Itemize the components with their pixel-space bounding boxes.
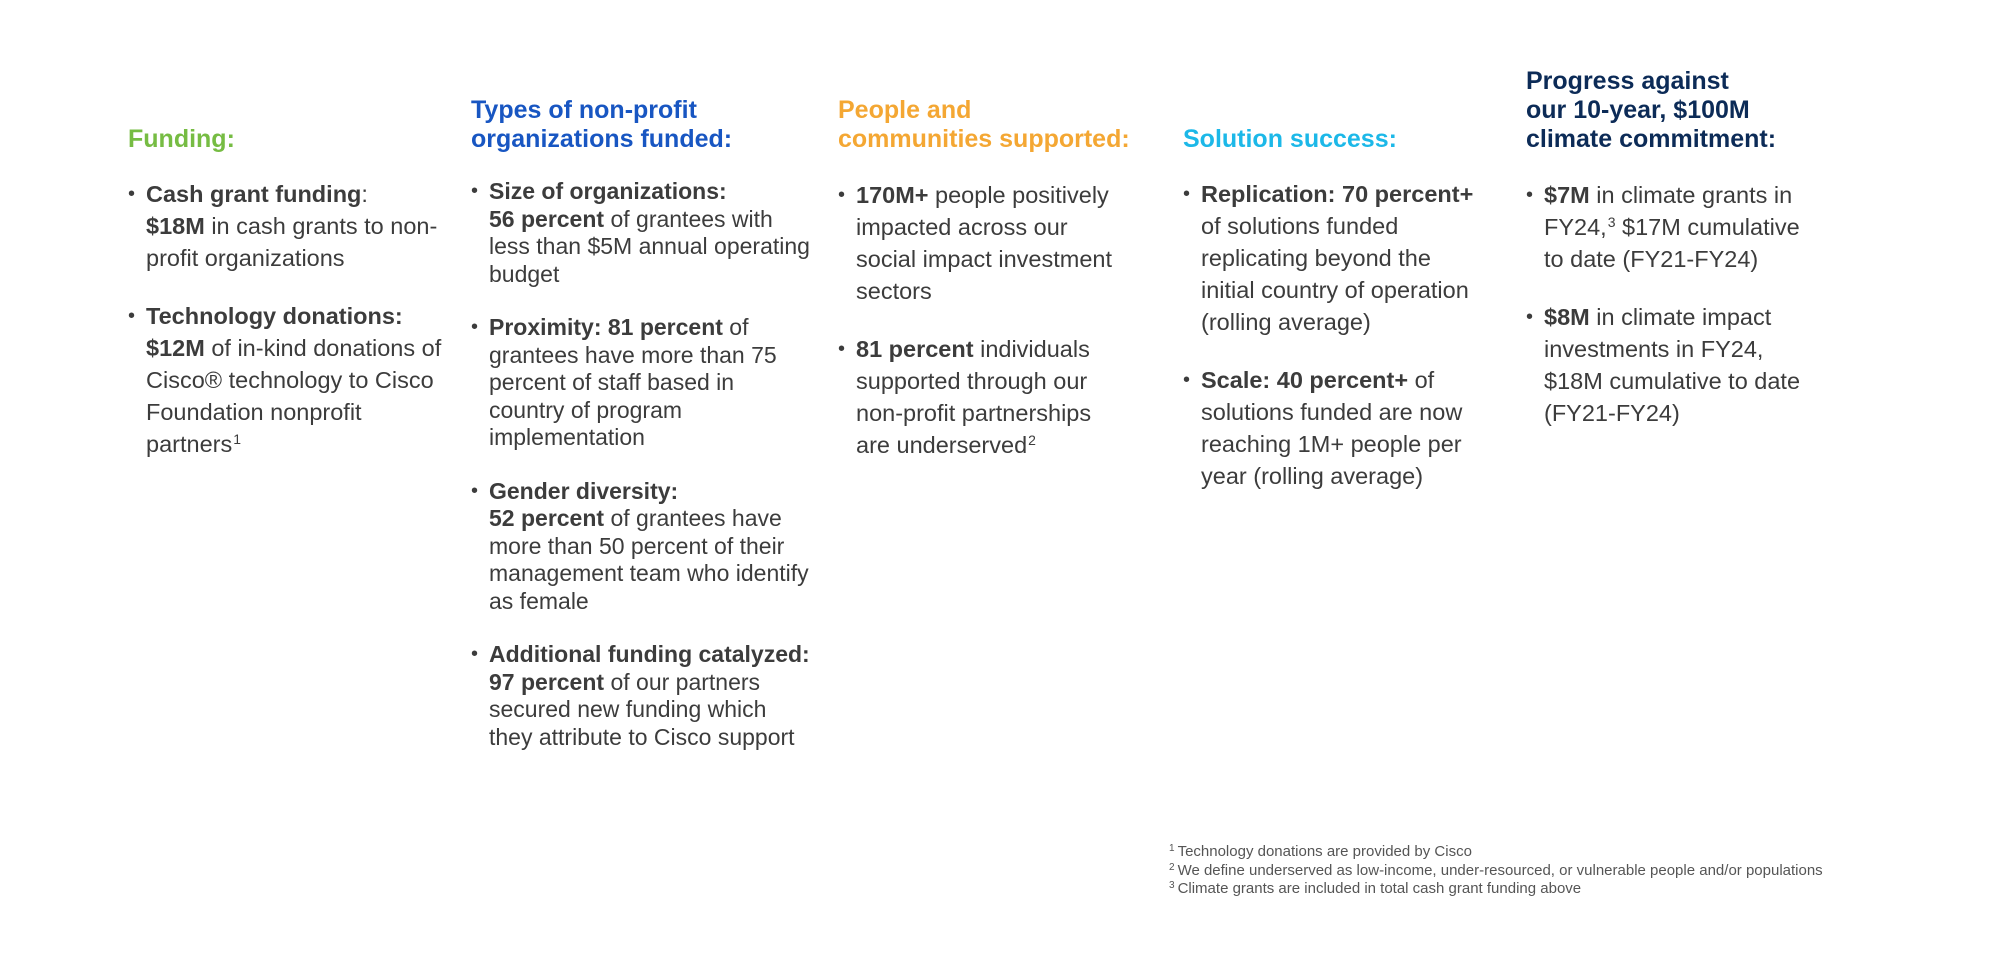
- people-title-line2: communities supported:: [838, 125, 1130, 153]
- item-text-continued: $17M cumulative to date (FY21-FY24): [1544, 214, 1800, 272]
- item-heading: Size of organizations:: [489, 178, 727, 204]
- solution-list: • Replication: 70 percent+ of solutions …: [1183, 178, 1485, 492]
- footnotes: 1 Technology donations are provided by Ci…: [1169, 843, 1823, 899]
- footnote-ref-2: 2: [1028, 432, 1036, 448]
- types-title-line1: Types of non-profit: [471, 96, 697, 124]
- item-text: of grantees have more than 75 percent of…: [489, 314, 777, 450]
- types-title-line2: organizations funded:: [471, 125, 733, 153]
- people-list: • 170M+ people positively impacted acros…: [838, 179, 1128, 461]
- types-item-additional-funding: • Additional funding catalyzed: 97 perce…: [471, 641, 811, 751]
- item-heading: Replication: 70 percent+: [1201, 181, 1474, 207]
- item-stat: $8M: [1544, 304, 1590, 330]
- bullet: •: [128, 305, 136, 327]
- item-heading: Technology donations:: [146, 303, 403, 329]
- item-heading: Scale: 40 percent+: [1201, 367, 1409, 393]
- footnote-text: We define underserved as low-income, und…: [1177, 861, 1823, 879]
- item-text: of in-kind donations of Cisco® technolog…: [146, 335, 442, 457]
- item-text: of grantees with less than $5M annual op…: [489, 205, 810, 287]
- item-stat: 170M+: [856, 182, 929, 208]
- item-stat: 81 percent: [856, 336, 974, 362]
- item-amount: $12M: [146, 335, 205, 361]
- item-text: of grantees have more than 50 percent of…: [489, 505, 809, 614]
- bullet: •: [838, 184, 846, 206]
- types-list: • Size of organizations: 56 percent of g…: [471, 178, 811, 751]
- bullet: •: [838, 338, 846, 360]
- funding-item-technology-donations: • Technology donations: $12M of in-kind …: [128, 300, 453, 460]
- footnote-2: 2 We define underserved as low-income, un…: [1169, 862, 1823, 881]
- progress-title-line2: our 10-year, $100M: [1526, 96, 1750, 124]
- progress-list: • $7M in climate grants in FY24,3 $17M c…: [1526, 179, 1816, 429]
- item-stat: 56 percent: [489, 205, 605, 232]
- item-stat: $7M: [1544, 182, 1590, 208]
- bullet: •: [471, 643, 479, 665]
- people-title-line1: People and: [838, 96, 972, 124]
- progress-item-climate-grants: • $7M in climate grants in FY24,3 $17M c…: [1526, 179, 1816, 275]
- solution-title: Solution success:: [1183, 125, 1397, 153]
- bullet: •: [471, 479, 479, 502]
- footnote-ref-1: 1: [233, 431, 242, 447]
- item-stat: 52 percent: [489, 505, 605, 531]
- progress-title-line1: Progress against: [1526, 67, 1729, 95]
- item-heading-colon: :: [361, 181, 368, 207]
- bullet: •: [1526, 184, 1534, 206]
- solution-item-replication: • Replication: 70 percent+ of solutions …: [1183, 178, 1485, 338]
- item-text: of solutions funded are now reaching 1M+…: [1201, 367, 1463, 489]
- footnote-number: 3: [1169, 880, 1175, 891]
- bullet: •: [471, 316, 479, 338]
- bullet: •: [471, 180, 479, 202]
- footnote-text: Climate grants are included in total cas…: [1177, 880, 1582, 897]
- footnote-number: 1: [1169, 843, 1175, 854]
- progress-title-line3: climate commitment:: [1526, 125, 1777, 153]
- footnote-ref-3: 3: [1607, 214, 1616, 230]
- item-heading: Proximity: 81 percent: [489, 314, 723, 340]
- item-text: in cash grants to non-profit organizatio…: [146, 213, 438, 271]
- types-item-size: • Size of organizations: 56 percent of g…: [471, 178, 811, 288]
- item-heading: Cash grant funding: [146, 181, 362, 207]
- bullet: •: [128, 183, 136, 205]
- item-heading: Gender diversity:: [489, 477, 679, 504]
- footnote-text: Technology donations are provided by Cis…: [1177, 843, 1472, 860]
- item-text: people positively impacted across our so…: [856, 182, 1112, 304]
- item-text: of our partners secured new funding whic…: [489, 668, 795, 750]
- bullet: •: [1183, 369, 1191, 391]
- item-text: in climate impact investments in FY24, $…: [1544, 304, 1801, 426]
- types-title: Types of non-profit organizations funded…: [471, 96, 732, 154]
- bullet: •: [1526, 306, 1534, 328]
- item-heading: Additional funding catalyzed: 97 percent: [489, 641, 810, 695]
- progress-item-climate-investments: • $8M in climate impact investments in F…: [1526, 301, 1816, 429]
- people-item-impacted: • 170M+ people positively impacted acros…: [838, 179, 1128, 307]
- funding-item-cash-grant: • Cash grant funding: $18M in cash grant…: [128, 178, 453, 274]
- progress-title: Progress against our 10-year, $100M clim…: [1526, 67, 1776, 154]
- types-item-proximity: • Proximity: 81 percent of grantees have…: [471, 314, 811, 452]
- item-text: individuals supported through our non-pr…: [856, 336, 1092, 458]
- bullet: •: [1183, 183, 1191, 205]
- solution-item-scale: • Scale: 40 percent+ of solutions funded…: [1183, 364, 1485, 492]
- footnote-3: 3 Climate grants are included in total ca…: [1169, 880, 1823, 899]
- funding-list: • Cash grant funding: $18M in cash grant…: [128, 178, 453, 460]
- footnote-1: 1 Technology donations are provided by Ci…: [1169, 843, 1823, 862]
- item-text: in climate grants in FY24,: [1544, 182, 1793, 240]
- people-title: People and communities supported:: [838, 96, 1130, 154]
- item-amount: $18M: [146, 213, 205, 239]
- footnote-number: 2: [1169, 861, 1175, 873]
- people-item-underserved: • 81 percent individuals supported throu…: [838, 333, 1128, 461]
- funding-title: Funding:: [128, 125, 235, 153]
- types-item-gender-diversity: • Gender diversity: 52 percent of grante…: [471, 478, 811, 616]
- item-text: of solutions funded replicating beyond t…: [1201, 213, 1469, 335]
